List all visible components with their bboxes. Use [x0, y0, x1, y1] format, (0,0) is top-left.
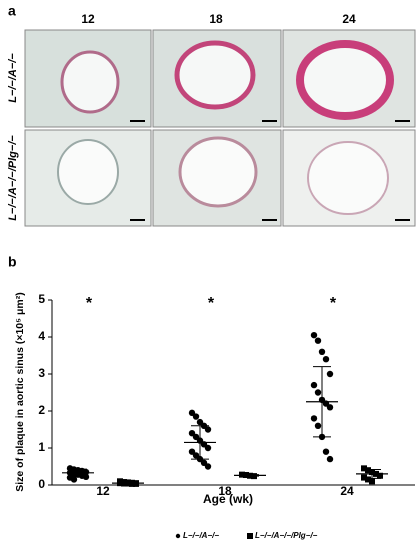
data-point — [365, 476, 371, 483]
vessel — [174, 40, 256, 110]
data-point — [310, 331, 318, 339]
data-point — [322, 448, 330, 455]
vessel — [307, 141, 389, 215]
legend-label: L−/−/A−/−/Plg−/− — [255, 531, 318, 540]
vessel — [57, 139, 119, 205]
annotation: * — [330, 295, 337, 312]
data-point — [70, 476, 78, 483]
column-header: 24 — [342, 12, 356, 26]
data-point — [361, 465, 367, 472]
y-axis-label: Size of plaque in aortic sinus (×10⁵ μm²… — [14, 292, 26, 492]
panel-label: a — [8, 3, 16, 19]
y-tick-label: 2 — [38, 403, 45, 417]
micrographs — [24, 29, 416, 227]
data-point — [361, 474, 367, 481]
x-tick-label: 18 — [218, 484, 232, 498]
legend-label: L−/−/A−/− — [183, 531, 219, 540]
panel-label: b — [8, 254, 17, 270]
data-point — [310, 415, 318, 422]
x-tick-label: 24 — [340, 484, 354, 498]
y-tick-label: 0 — [38, 477, 45, 491]
data-point — [326, 455, 334, 463]
row-label: L−/−/A−/−/Plg−/− — [7, 135, 19, 221]
y-tick-label: 3 — [38, 366, 45, 380]
column-header: 18 — [209, 12, 223, 26]
vessel — [296, 40, 394, 120]
data-point — [314, 337, 322, 344]
vessel — [178, 136, 258, 208]
data-point — [314, 389, 322, 396]
data-point — [204, 444, 212, 452]
legend-marker — [175, 533, 181, 539]
data-point — [204, 426, 212, 433]
column-header: 12 — [81, 12, 95, 26]
vessel — [60, 50, 120, 114]
data-point — [326, 370, 334, 378]
y-tick-label: 1 — [38, 440, 45, 454]
x-tick-label: 12 — [96, 484, 110, 498]
data-point — [326, 404, 334, 411]
x-axis-label: Age (wk) — [203, 492, 253, 506]
y-tick-label: 5 — [38, 292, 45, 306]
row-label: L−/−/A−/− — [7, 53, 19, 103]
data-point — [365, 467, 371, 474]
legend-marker — [247, 533, 253, 539]
data-point — [310, 381, 318, 389]
data-point — [314, 422, 322, 429]
data-point — [322, 356, 330, 363]
data-point — [192, 413, 200, 420]
scale-bars — [130, 120, 410, 221]
data-point — [318, 348, 326, 355]
data-point — [377, 472, 383, 479]
annotation: * — [86, 295, 93, 312]
data-point — [369, 478, 375, 485]
y-tick-label: 4 — [38, 329, 45, 343]
annotation: * — [208, 295, 215, 312]
data-point — [204, 463, 212, 470]
